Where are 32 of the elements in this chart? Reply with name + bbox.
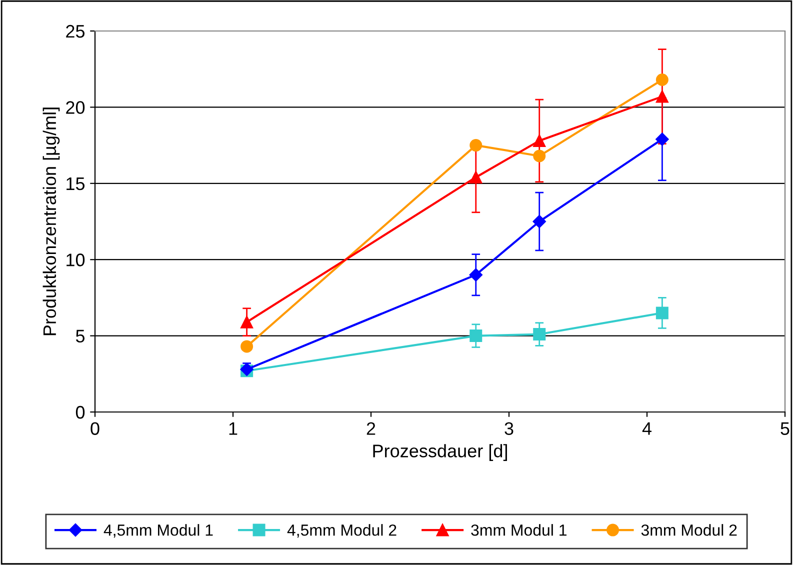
point (240, 316, 254, 328)
y-tick-label: 20 (66, 101, 85, 114)
x-tick-label: 2 (366, 422, 376, 435)
point (470, 171, 482, 184)
x-tick-label: 0 (90, 422, 100, 435)
point (532, 214, 546, 228)
legend-label: 3mm Modul 1 (471, 524, 566, 536)
y-tick-label: 0 (76, 406, 85, 419)
x-tick-label: 5 (780, 422, 790, 435)
point (656, 306, 668, 320)
y-tick-label: 15 (66, 178, 85, 190)
legend-label: 3mm Modul 2 (641, 524, 737, 536)
y-tick-label: 5 (76, 330, 85, 343)
point (656, 90, 668, 103)
point (533, 150, 546, 162)
legend-label: 4,5mm Modul 2 (287, 524, 396, 538)
y-tick-label: 25 (66, 24, 85, 38)
point (469, 268, 482, 282)
point (470, 139, 482, 152)
y-tick-label: 10 (66, 254, 85, 266)
x-tick-label: 3 (504, 422, 514, 435)
point (656, 132, 669, 146)
point (533, 328, 546, 341)
point (240, 340, 254, 353)
x-axis-title: Prozessdauer [d] (373, 444, 507, 461)
legend-label: 4,5mm Modul 1 (104, 524, 213, 538)
x-tick-label: 1 (229, 422, 238, 435)
point (533, 134, 546, 147)
point (656, 74, 668, 86)
y-axis-title: Produktkonzentration [µg/ml] (42, 108, 60, 336)
x-tick-label: 4 (642, 422, 652, 435)
point (470, 330, 482, 342)
